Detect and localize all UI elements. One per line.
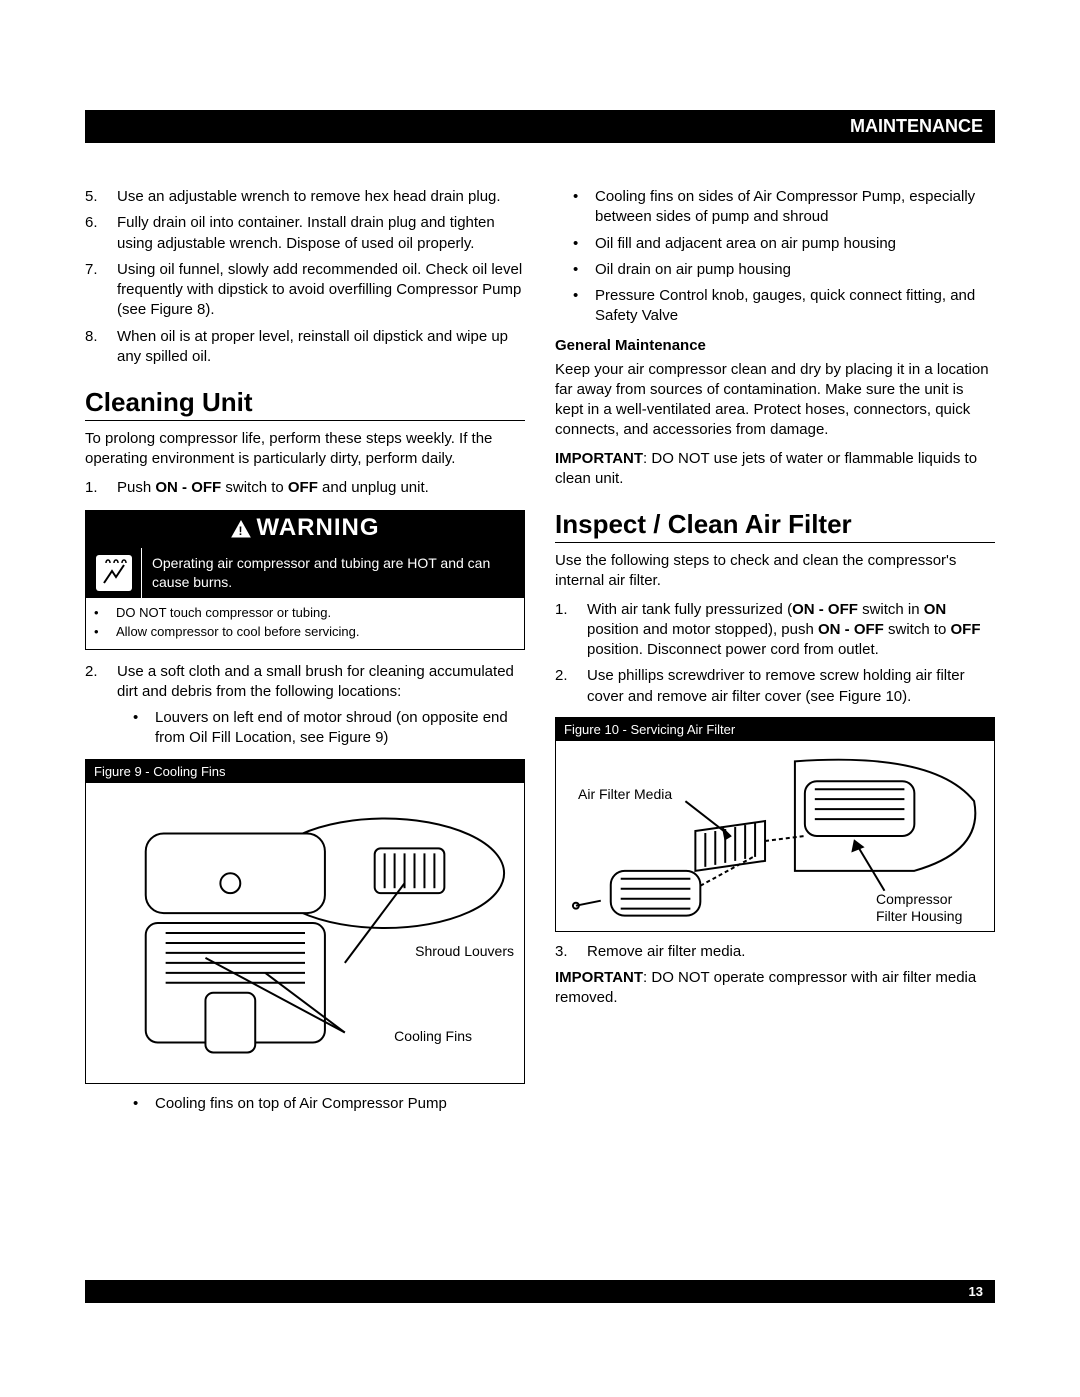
list-item: 1. Push ON - OFF switch to OFF and unplu… [85, 478, 525, 498]
page: MAINTENANCE 5. Use an adjustable wrench t… [0, 0, 1080, 1343]
general-maintenance-text: Keep your air compressor clean and dry b… [555, 360, 995, 441]
step-number: 1. [555, 600, 577, 661]
step-text: Remove air filter media. [587, 942, 745, 962]
list-item: Oil fill and adjacent area on air pump h… [573, 234, 995, 254]
step-text: Fully drain oil into container. Install … [117, 213, 525, 254]
important-note-2: IMPORTANT: DO NOT operate compressor wit… [555, 968, 995, 1009]
svg-text:!: ! [238, 524, 243, 538]
step-text: Using oil funnel, slowly add recommended… [117, 260, 525, 321]
right-column: Cooling fins on sides of Air Compressor … [555, 187, 995, 1120]
heading-rule [555, 542, 995, 543]
left-column: 5. Use an adjustable wrench to remove hex… [85, 187, 525, 1120]
step-number: 3. [555, 942, 577, 962]
step-text: Use an adjustable wrench to remove hex h… [117, 187, 501, 207]
list-item: DO NOT touch compressor or tubing. [94, 604, 524, 622]
list-item: Cooling fins on top of Air Compressor Pu… [133, 1094, 525, 1114]
step-number: 8. [85, 327, 107, 368]
list-item: 1. With air tank fully pressurized (ON -… [555, 600, 995, 661]
cleaning-steps-cont: 2. Use a soft cloth and a small brush fo… [85, 662, 525, 703]
burn-hazard-icon [86, 548, 142, 598]
warning-message: Operating air compressor and tubing are … [142, 548, 524, 598]
list-item: Oil drain on air pump housing [573, 260, 995, 280]
list-item: Pressure Control knob, gauges, quick con… [573, 286, 995, 327]
after-figure-bullet: Cooling fins on top of Air Compressor Pu… [85, 1094, 525, 1114]
list-item: 8.When oil is at proper level, reinstall… [85, 327, 525, 368]
warning-triangle-icon: ! [231, 517, 251, 545]
important-note-1: IMPORTANT: DO NOT use jets of water or f… [555, 449, 995, 490]
list-item: 3. Remove air filter media. [555, 942, 995, 962]
filter-steps: 1. With air tank fully pressurized (ON -… [555, 600, 995, 707]
figure-10: Figure 10 - Servicing Air Filter [555, 717, 995, 932]
step-text: Push ON - OFF switch to OFF and unplug u… [117, 478, 429, 498]
shroud-louvers-label: Shroud Louvers [413, 943, 516, 960]
location-sublist: Louvers on left end of motor shroud (on … [85, 708, 525, 749]
step-text: Use phillips screwdriver to remove screw… [587, 666, 995, 707]
two-column-layout: 5. Use an adjustable wrench to remove hex… [85, 187, 995, 1120]
figure-9-caption: Figure 9 - Cooling Fins [86, 760, 524, 783]
cleaning-steps: 1. Push ON - OFF switch to OFF and unplu… [85, 478, 525, 498]
list-item: 6.Fully drain oil into container. Instal… [85, 213, 525, 254]
step-number: 2. [85, 662, 107, 703]
general-maintenance-heading: General Maintenance [555, 337, 995, 354]
figure-10-art: Air Filter Media Compressor Filter Housi… [556, 741, 994, 931]
cleaning-intro: To prolong compressor life, perform thes… [85, 429, 525, 470]
figure-9-art: Shroud Louvers Cooling Fins [86, 783, 524, 1083]
list-item: 5. Use an adjustable wrench to remove hex… [85, 187, 525, 207]
inspect-clean-heading: Inspect / Clean Air Filter [555, 509, 995, 540]
list-item: 2. Use phillips screwdriver to remove sc… [555, 666, 995, 707]
list-item: Cooling fins on sides of Air Compressor … [573, 187, 995, 228]
filter-steps-cont: 3. Remove air filter media. [555, 942, 995, 962]
locations-cont: Cooling fins on sides of Air Compressor … [555, 187, 995, 327]
figure-10-caption: Figure 10 - Servicing Air Filter [556, 718, 994, 741]
footer-bar: 13 [85, 1280, 995, 1303]
step-text: When oil is at proper level, reinstall o… [117, 327, 525, 368]
warning-body: Operating air compressor and tubing are … [86, 548, 524, 598]
filter-intro: Use the following steps to check and cle… [555, 551, 995, 592]
step-number: 1. [85, 478, 107, 498]
cooling-fins-label: Cooling Fins [392, 1028, 474, 1045]
filter-housing-label: Compressor Filter Housing [874, 891, 984, 925]
step-text: With air tank fully pressurized (ON - OF… [587, 600, 995, 661]
air-filter-media-label: Air Filter Media [576, 786, 674, 803]
warning-bullets: DO NOT touch compressor or tubing. Allow… [86, 604, 524, 641]
list-item: 7.Using oil funnel, slowly add recommend… [85, 260, 525, 321]
figure-9: Figure 9 - Cooling Fins [85, 759, 525, 1084]
cleaning-unit-heading: Cleaning Unit [85, 387, 525, 418]
list-item: Louvers on left end of motor shroud (on … [133, 708, 525, 749]
step-number: 6. [85, 213, 107, 254]
heading-rule [85, 420, 525, 421]
list-item: 2. Use a soft cloth and a small brush fo… [85, 662, 525, 703]
step-text: Use a soft cloth and a small brush for c… [117, 662, 525, 703]
warning-title: ! WARNING [86, 511, 524, 548]
oil-steps-list: 5. Use an adjustable wrench to remove hex… [85, 187, 525, 367]
list-item: Allow compressor to cool before servicin… [94, 623, 524, 641]
warning-box: ! WARNING Operating air compressor and t… [85, 510, 525, 650]
step-number: 5. [85, 187, 107, 207]
step-number: 7. [85, 260, 107, 321]
step-number: 2. [555, 666, 577, 707]
header-bar: MAINTENANCE [85, 110, 995, 143]
